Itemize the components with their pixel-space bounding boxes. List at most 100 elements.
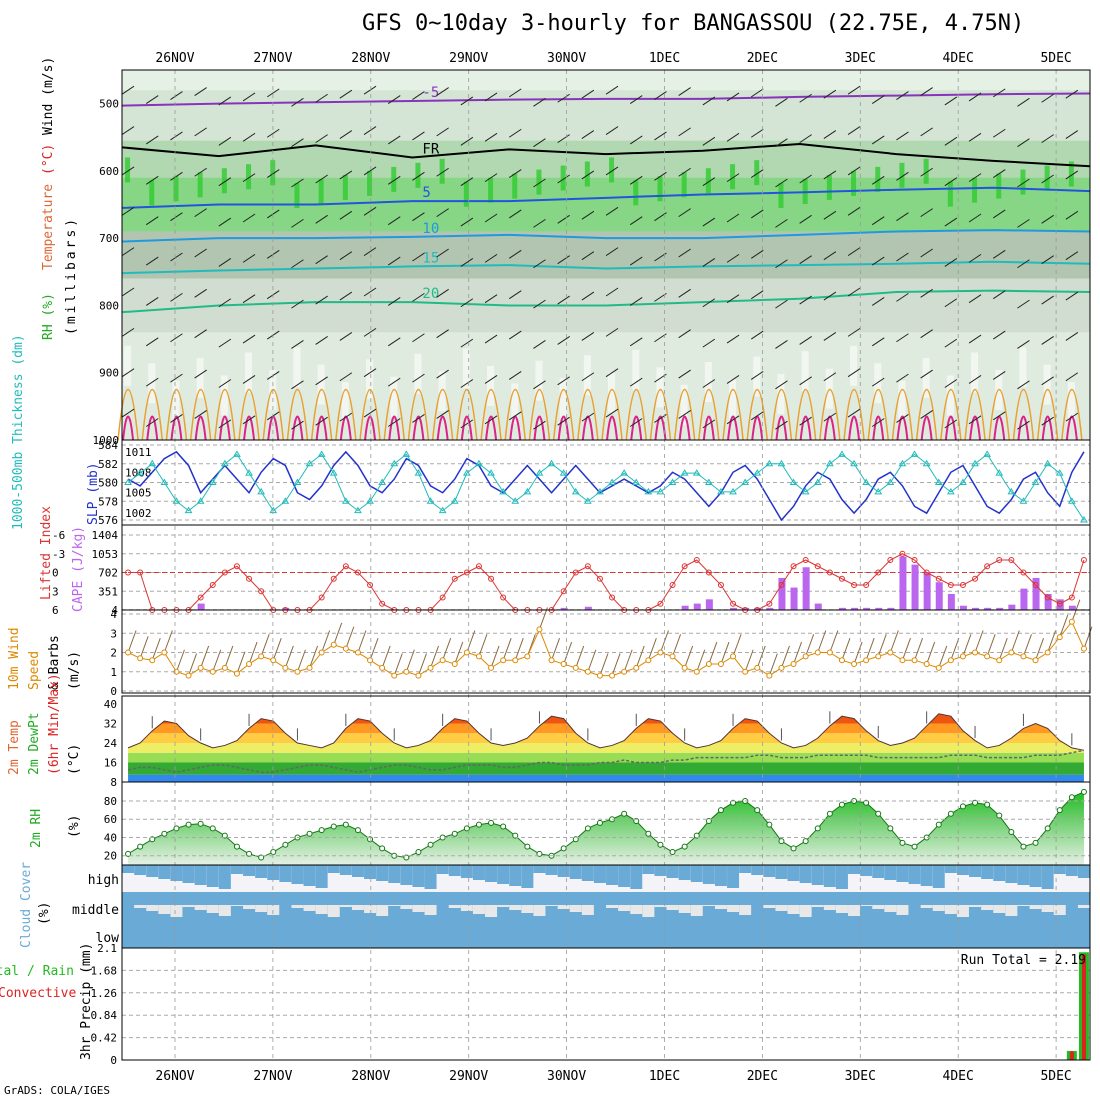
rh-patch — [609, 157, 615, 183]
wind-barb — [702, 96, 716, 106]
li-point — [935, 575, 942, 582]
rh2m-point — [463, 825, 470, 832]
cloud-high-bar — [1041, 865, 1054, 889]
wind-barb — [968, 375, 982, 384]
thickness-point — [995, 469, 1004, 476]
li-point — [1068, 594, 1075, 601]
li-point — [693, 557, 700, 563]
wind-barb — [387, 135, 401, 145]
wind-barb — [992, 290, 1006, 300]
wind-barb — [1017, 299, 1030, 309]
li-point — [354, 569, 361, 576]
cloud-high-bar — [932, 865, 945, 888]
wind-barb — [992, 330, 1006, 340]
wind10m-barb — [1022, 634, 1032, 657]
rh-patch — [584, 161, 590, 187]
rh2m-point — [863, 799, 870, 806]
cloud-mid-gap — [1077, 905, 1090, 908]
thickness-point — [632, 478, 641, 485]
cloud-high-bar — [351, 865, 364, 877]
wind-barb — [799, 214, 812, 224]
isotherm-label-FR: FR — [422, 141, 439, 157]
rh-dry-patch — [535, 360, 543, 401]
cloud-high-bar — [448, 865, 461, 876]
wind-barb — [920, 410, 933, 419]
wind-barb — [218, 257, 232, 267]
rh2m-point — [560, 845, 567, 852]
wind-barb — [557, 214, 570, 224]
wind-barb — [920, 167, 933, 177]
isotherm-25 — [722, 388, 744, 441]
li-point — [705, 569, 712, 576]
wind10m-point — [318, 649, 325, 656]
cape-bar — [742, 607, 750, 610]
wind-barb — [750, 249, 764, 259]
date-label-top: 30NOV — [547, 51, 586, 66]
rh2m-point — [209, 825, 216, 832]
cloud-mid-gap — [1053, 905, 1066, 915]
isotherm-25 — [456, 388, 478, 441]
wind-barb — [170, 252, 183, 262]
rh-patch — [996, 173, 1002, 199]
wind10m-point — [330, 641, 337, 648]
wind-barb — [533, 97, 546, 107]
rh2m-point — [935, 821, 942, 828]
cloud-mid-gap — [291, 905, 304, 908]
wind10m-point — [548, 657, 555, 664]
wind-barb — [533, 178, 546, 188]
cloud-mid-gap — [896, 905, 909, 915]
wind10m-point — [270, 657, 277, 664]
rh-dry-patch — [462, 348, 470, 389]
upper-ytick: 600 — [99, 165, 119, 178]
wind-barb — [1065, 331, 1079, 341]
li-point — [790, 563, 797, 570]
isotherm-25 — [1061, 388, 1083, 441]
wind-barb — [194, 127, 207, 137]
cloud-high-bar — [956, 865, 969, 875]
wind-barb — [508, 209, 522, 219]
wind10m-barb — [296, 649, 306, 672]
wind-barb — [363, 126, 377, 135]
wind10m-point — [391, 672, 398, 679]
wind-barb — [678, 329, 691, 339]
thickness-point — [898, 459, 907, 467]
wind-barb — [387, 216, 401, 226]
li-ytick: 0 — [52, 567, 59, 580]
thickness-point — [1031, 478, 1040, 485]
thickness-point — [390, 459, 399, 467]
wind-barb — [799, 336, 812, 345]
wind-barb — [315, 134, 328, 144]
wind-barb — [702, 257, 716, 267]
cape-bar — [887, 607, 895, 610]
rh2m-point — [342, 821, 349, 828]
wind-barb — [121, 166, 135, 176]
thickness-point — [172, 497, 181, 504]
rh-dry-patch — [172, 380, 180, 421]
wind-barb — [823, 251, 837, 261]
rh2m-point — [258, 854, 265, 861]
cloud-high-bar — [944, 865, 957, 873]
cloud-mid-gap — [787, 905, 800, 914]
rh-band-5 — [122, 332, 1090, 440]
isotherm-30 — [993, 415, 1006, 441]
rh-patch — [899, 162, 905, 188]
isotherm-30 — [896, 415, 909, 441]
wind-barb — [315, 93, 328, 103]
li-point — [1056, 600, 1063, 607]
wind-barb — [387, 175, 401, 185]
cloud-high-bar — [702, 865, 715, 884]
rh-dry-patch — [898, 380, 906, 421]
wind-barb — [775, 97, 788, 107]
rh-patch — [197, 172, 203, 198]
wind-barb — [920, 329, 933, 339]
wind-barb — [387, 256, 401, 266]
cape-bar — [875, 607, 883, 610]
frame-wind — [121, 609, 1091, 694]
wind-barb — [944, 217, 958, 227]
isotherm-30 — [1041, 415, 1054, 441]
rh2m-area — [128, 791, 1084, 865]
wind-barb — [508, 290, 522, 300]
rh-dry-patch — [656, 367, 664, 408]
li-point — [766, 600, 773, 607]
wind-barb — [750, 330, 764, 340]
